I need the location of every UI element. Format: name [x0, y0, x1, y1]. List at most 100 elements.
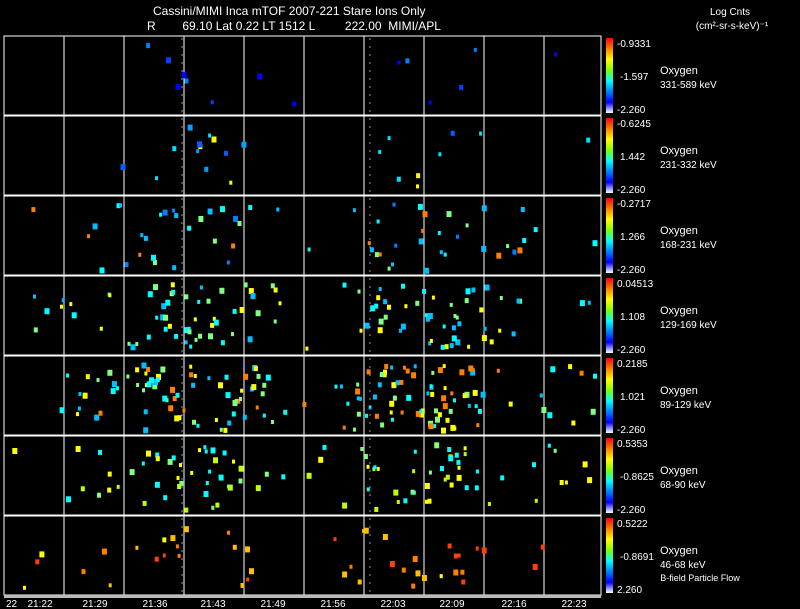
- data-cell: [249, 568, 254, 575]
- data-cell: [172, 146, 177, 152]
- data-cell: [449, 302, 453, 307]
- data-cell: [460, 569, 465, 575]
- data-cell: [429, 384, 433, 389]
- data-cell: [391, 382, 397, 389]
- data-cell: [383, 299, 388, 305]
- data-cell: [467, 403, 471, 408]
- data-cell: [196, 423, 200, 428]
- data-cell: [239, 307, 245, 313]
- panel-frame: [3, 275, 602, 356]
- data-cell: [94, 414, 100, 421]
- x-tick-label: 22:16: [501, 599, 526, 609]
- data-cell: [184, 78, 189, 84]
- data-cell: [481, 205, 487, 212]
- data-cell: [207, 208, 213, 215]
- data-cell: [231, 411, 236, 417]
- data-cell: [224, 374, 229, 380]
- colorbar: [606, 518, 613, 593]
- data-cell: [378, 150, 382, 154]
- data-cell: [96, 378, 100, 382]
- data-cell: [108, 293, 112, 298]
- data-cell: [391, 417, 394, 422]
- data-cell: [445, 417, 450, 423]
- data-cell: [376, 295, 381, 301]
- data-cell: [12, 448, 18, 454]
- colorbar: [606, 358, 613, 433]
- data-cell: [457, 465, 461, 470]
- data-cell: [184, 294, 189, 300]
- data-cell: [352, 208, 356, 213]
- data-cell: [471, 367, 475, 372]
- data-cell: [194, 337, 198, 342]
- data-cell: [442, 324, 446, 329]
- data-cell: [155, 176, 158, 181]
- data-cell: [273, 287, 278, 293]
- data-cell: [251, 384, 257, 391]
- x-tick-label: 21:56: [320, 599, 345, 609]
- data-cell: [489, 339, 494, 345]
- colorbar-min-label: -2.260: [617, 505, 646, 516]
- data-cell: [404, 304, 408, 309]
- title-line-1: Cassini/MIMI Inca mTOF 2007-221 Stare Io…: [153, 4, 426, 18]
- data-cell: [278, 301, 282, 306]
- data-cell: [520, 207, 525, 212]
- data-cell: [163, 314, 169, 321]
- data-cell: [533, 227, 538, 233]
- data-cell: [245, 546, 250, 553]
- data-cell: [487, 502, 491, 506]
- data-cell: [231, 332, 234, 337]
- data-cell: [363, 454, 368, 459]
- data-cell: [392, 202, 396, 207]
- data-cell: [155, 377, 160, 383]
- data-cell: [126, 374, 130, 379]
- colorbar-mid-label: -1.597: [620, 72, 649, 83]
- data-cell: [456, 459, 461, 465]
- data-cell: [135, 545, 139, 550]
- data-cell: [318, 456, 324, 463]
- colorbar-mid-label: -0.8625: [620, 472, 654, 483]
- data-cell: [242, 414, 247, 420]
- x-tick-label: 22:09: [439, 599, 464, 609]
- data-cell: [208, 133, 212, 138]
- data-cell: [175, 544, 179, 549]
- data-cell: [377, 327, 383, 334]
- data-cell: [107, 487, 112, 493]
- data-cell: [141, 362, 147, 369]
- data-cell: [587, 477, 593, 484]
- data-cell: [456, 234, 459, 239]
- colorbar-max-label: 0.5222: [617, 519, 648, 530]
- data-cell: [547, 412, 553, 419]
- panel-frame: [3, 515, 602, 596]
- data-cell: [553, 448, 557, 453]
- data-cell: [587, 300, 591, 305]
- data-cell: [66, 496, 71, 503]
- data-cell: [453, 398, 456, 403]
- x-tick-label: 21:36: [142, 599, 167, 609]
- colorbar: [606, 198, 613, 273]
- data-cell: [232, 544, 237, 550]
- data-cell: [463, 452, 467, 457]
- data-cell: [403, 365, 406, 370]
- data-cell: [255, 485, 261, 492]
- data-cell: [162, 553, 166, 558]
- data-cell: [107, 369, 113, 376]
- data-cell: [107, 471, 112, 477]
- data-cell: [153, 284, 158, 291]
- data-cell: [398, 328, 402, 333]
- data-cell: [146, 381, 152, 388]
- colorbar-max-label: 0.04513: [617, 279, 654, 290]
- data-cell: [204, 449, 208, 454]
- data-cell: [191, 382, 196, 388]
- panel-species-label: Oxygen: [660, 65, 698, 77]
- data-cell: [593, 373, 597, 379]
- data-cell: [232, 459, 235, 464]
- data-cell: [508, 401, 513, 407]
- data-cell: [453, 553, 458, 559]
- colorbar-min-label: 2.260: [617, 585, 642, 596]
- data-cell: [44, 308, 50, 315]
- data-cell: [425, 499, 428, 504]
- data-cell: [394, 243, 398, 248]
- data-cell: [390, 365, 394, 370]
- data-cell: [146, 334, 151, 340]
